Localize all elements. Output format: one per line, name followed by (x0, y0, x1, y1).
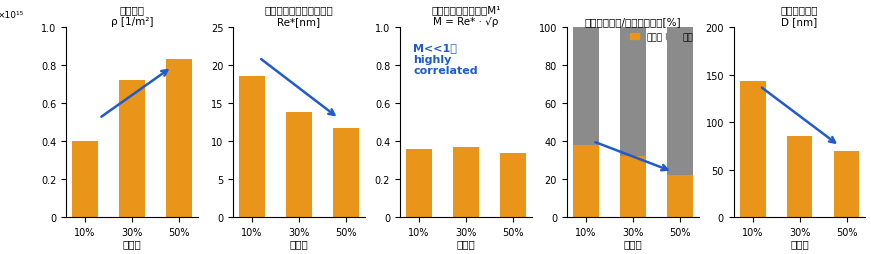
X-axis label: 圧下率: 圧下率 (790, 239, 809, 248)
Bar (573, 28, 598, 145)
Title: 転位密度
ρ [1/m²]: 転位密度 ρ [1/m²] (111, 6, 153, 27)
Bar (666, 176, 692, 217)
Legend: らせん, 刃状: らせん, 刃状 (629, 32, 694, 43)
Bar (834, 151, 860, 217)
Bar (666, 28, 692, 176)
Bar (286, 113, 312, 217)
X-axis label: 圧下率: 圧下率 (456, 239, 476, 248)
Text: ×10¹⁵: ×10¹⁵ (0, 11, 24, 20)
Bar (620, 157, 645, 217)
Bar (453, 147, 479, 217)
X-axis label: 圧下率: 圧下率 (624, 239, 642, 248)
X-axis label: 圧下率: 圧下率 (123, 239, 141, 248)
Title: 転位のらせん/刃状成分割合[%]: 転位のらせん/刃状成分割合[%] (584, 17, 681, 27)
Title: 転位配列パラメータM¹
M = Re* · √ρ: 転位配列パラメータM¹ M = Re* · √ρ (431, 6, 501, 27)
Bar (239, 77, 265, 217)
Bar (739, 82, 766, 217)
Bar (500, 153, 525, 217)
Title: 結晶子サイズ
D [nm]: 結晶子サイズ D [nm] (780, 6, 819, 27)
Bar (333, 129, 359, 217)
Bar (119, 81, 145, 217)
Bar (166, 60, 192, 217)
Bar (787, 137, 813, 217)
Bar (573, 145, 598, 217)
Text: M<<1：
highly
correlated: M<<1： highly correlated (413, 43, 477, 76)
Bar (72, 142, 98, 217)
Title: 転位による歪場の大きさ
Re*[nm]: 転位による歪場の大きさ Re*[nm] (265, 6, 334, 27)
X-axis label: 圧下率: 圧下率 (289, 239, 308, 248)
Bar (406, 149, 432, 217)
Bar (620, 28, 645, 157)
